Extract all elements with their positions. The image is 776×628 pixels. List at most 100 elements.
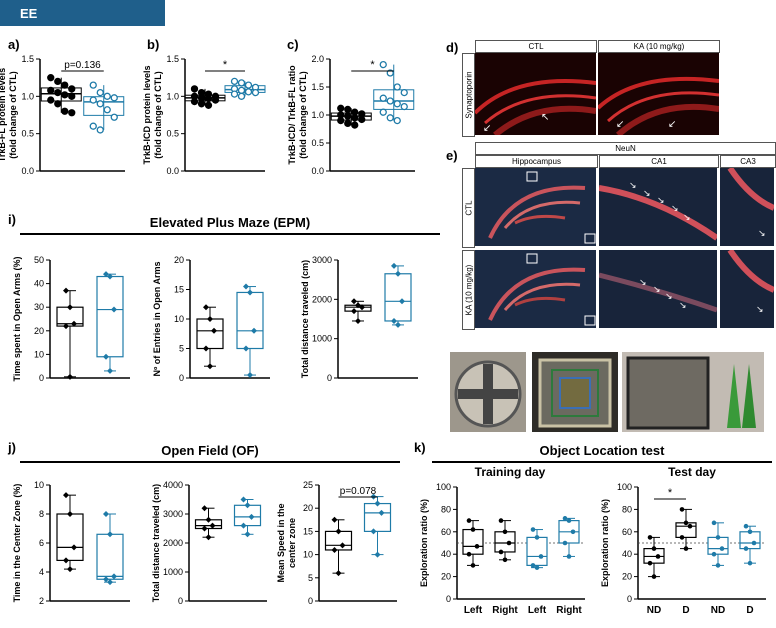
micro-row-ctl: CTL <box>462 168 475 248</box>
data-point <box>237 92 246 100</box>
data-point <box>203 345 209 352</box>
neun-ctl-ca1-render: ↘ ↘ ↘ ↘ ↘ <box>598 168 719 246</box>
data-point <box>679 507 685 512</box>
data-point <box>351 121 359 129</box>
y-tick-label: 0.0 <box>311 166 324 176</box>
significance-label: * <box>370 59 375 71</box>
data-point <box>211 327 217 334</box>
y-axis-label: Exploration ratio (%) <box>419 499 429 587</box>
data-point <box>651 546 657 551</box>
arrow-icon: ↘ <box>683 212 691 222</box>
data-point <box>103 511 109 517</box>
data-point <box>67 373 73 380</box>
data-point <box>190 85 199 93</box>
arrow-icon: ↖ <box>541 112 549 123</box>
y-tick-label: 0.5 <box>166 129 179 139</box>
chart-i1: 0 10 20 30 40 50 Time spent in Open Arms (%) <box>12 255 130 383</box>
box <box>363 502 392 532</box>
data-point <box>204 101 213 109</box>
data-point <box>107 579 113 586</box>
panel-label-i: i) <box>8 212 16 227</box>
box <box>233 504 262 527</box>
data-point <box>393 83 401 91</box>
y-tick-label: 10 <box>34 480 44 490</box>
data-point <box>209 522 216 529</box>
box <box>196 318 224 350</box>
significance-label: * <box>223 59 228 71</box>
data-point <box>335 570 342 577</box>
data-point <box>89 122 97 130</box>
y-axis-label-line: Mean Speed in the <box>276 503 286 582</box>
data-point <box>344 112 352 120</box>
data-point <box>355 317 361 324</box>
data-point <box>103 271 109 278</box>
y-axis-label-line: Time spent in Open Arms (%) <box>12 256 22 381</box>
data-point <box>747 529 753 535</box>
y-tick-label: 0 <box>179 373 184 383</box>
y-axis-label: TrkB-FL protein levels(fold change of CT… <box>0 68 18 162</box>
neun-ctl-hippocampus-render <box>475 168 596 246</box>
neun-ka-ca1-render: ↘ ↘ ↘ ↘ <box>598 250 718 328</box>
box <box>739 531 761 550</box>
data-point <box>63 492 69 499</box>
data-point <box>379 108 387 116</box>
data-point <box>63 323 69 330</box>
data-point <box>247 289 253 296</box>
panel-label-a: a) <box>8 37 20 52</box>
data-point <box>71 320 77 327</box>
box <box>96 275 124 358</box>
y-axis-label: Time spent in Open Arms (%) <box>12 256 22 381</box>
data-point <box>54 77 62 86</box>
data-point <box>67 566 73 573</box>
neun-ka-ca3-render: ↘ <box>720 248 776 328</box>
y-tick-label: 4000 <box>163 480 183 490</box>
box <box>56 513 84 562</box>
data-point <box>211 96 220 104</box>
open-field-render <box>538 358 612 428</box>
y-tick-label: 1.0 <box>21 91 34 101</box>
y-tick-label: 100 <box>436 482 451 492</box>
data-point <box>96 126 104 134</box>
data-point <box>89 96 97 104</box>
micro-header-ctl: CTL <box>475 40 597 53</box>
y-axis-label: Total distance traveled (cm) <box>300 260 310 378</box>
y-tick-label: 1000 <box>312 334 332 344</box>
data-point <box>351 114 359 122</box>
y-tick-label: 15 <box>174 285 184 295</box>
significance-label: p=0.136 <box>64 60 101 71</box>
y-tick-label: 0.5 <box>21 129 34 139</box>
data-point <box>711 551 717 557</box>
data-point <box>237 79 246 87</box>
y-tick-label: 50 <box>34 255 44 265</box>
y-tick-label: 40 <box>622 549 632 559</box>
data-point <box>502 557 508 563</box>
y-tick-label: 20 <box>441 572 451 582</box>
banner-label: EE <box>20 6 38 21</box>
chart-k2: 0 20 40 60 80 100 Exploration ratio (%) ND D ND D * <box>600 482 766 616</box>
synaptoporin-label: Synaptoporin <box>464 71 473 119</box>
data-point <box>331 546 338 553</box>
data-point <box>110 94 118 102</box>
data-point <box>502 529 508 535</box>
figure-banner: EE <box>0 0 165 26</box>
y-tick-label: 2 <box>39 596 44 606</box>
significance-label: p=0.078 <box>340 486 377 497</box>
y-tick-label: 3000 <box>163 509 183 519</box>
y-tick-label: 0 <box>327 373 332 383</box>
y-tick-label: 20 <box>622 572 632 582</box>
data-point <box>400 102 408 111</box>
y-tick-label: 80 <box>622 504 632 514</box>
y-tick-label: 20 <box>303 503 313 513</box>
box <box>384 273 412 322</box>
y-tick-label: 100 <box>617 482 632 492</box>
data-point <box>566 554 572 559</box>
data-point <box>244 531 251 538</box>
y-axis-label-line: (fold change of CTL) <box>153 71 163 159</box>
box <box>236 291 264 350</box>
data-point <box>711 520 717 526</box>
olt-section-title: Object Location test <box>539 443 665 458</box>
data-point <box>204 94 213 103</box>
micro-row-synaptoporin: Synaptoporin <box>462 53 475 137</box>
